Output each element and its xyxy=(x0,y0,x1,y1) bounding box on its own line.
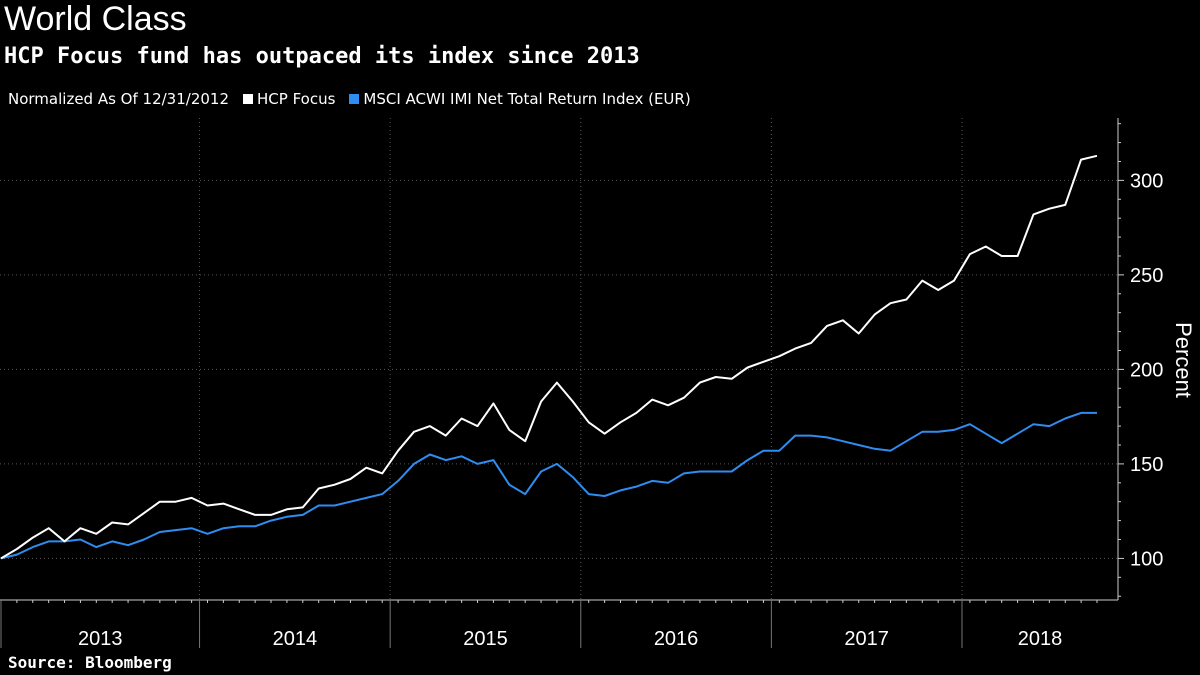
x-tick-label: 2013 xyxy=(78,628,123,650)
y-tick-label: 300 xyxy=(1130,170,1163,192)
x-tick-label: 2018 xyxy=(1018,628,1063,650)
series-line-hcp-focus xyxy=(0,154,1098,560)
y-tick-label: 100 xyxy=(1130,548,1163,570)
chart-subtitle: HCP Focus fund has outpaced its index si… xyxy=(4,44,640,69)
legend-label-msci: MSCI ACWI IMI Net Total Return Index (EU… xyxy=(363,90,691,108)
x-tick-label: 2017 xyxy=(844,628,889,650)
x-tick-label: 2016 xyxy=(654,628,699,650)
y-tick-label: 250 xyxy=(1130,265,1163,287)
series-lines xyxy=(0,154,1098,560)
chart-title: World Class xyxy=(4,0,187,38)
legend-swatch-msci xyxy=(349,94,360,104)
tick-labels: 100 150 200 250 300 2013 2014 2015 2016 2017 2018 xyxy=(78,170,1163,650)
x-tick-label: 2015 xyxy=(463,628,508,650)
legend-normalized-label: Normalized As Of 12/31/2012 xyxy=(8,90,229,108)
source-note: Source: Bloomberg xyxy=(8,653,172,672)
axes xyxy=(0,118,1124,648)
y-tick-label: 150 xyxy=(1130,454,1163,476)
legend: Normalized As Of 12/31/2012 HCP Focus MS… xyxy=(8,90,691,108)
legend-swatch-hcp xyxy=(243,94,253,104)
grid xyxy=(0,118,1118,600)
legend-label-hcp: HCP Focus xyxy=(257,90,336,108)
y-tick-label: 200 xyxy=(1130,359,1163,381)
x-tick-label: 2014 xyxy=(273,628,318,650)
y-axis-label: Percent xyxy=(1171,322,1196,398)
series-line-msci-acwi xyxy=(0,411,1097,560)
